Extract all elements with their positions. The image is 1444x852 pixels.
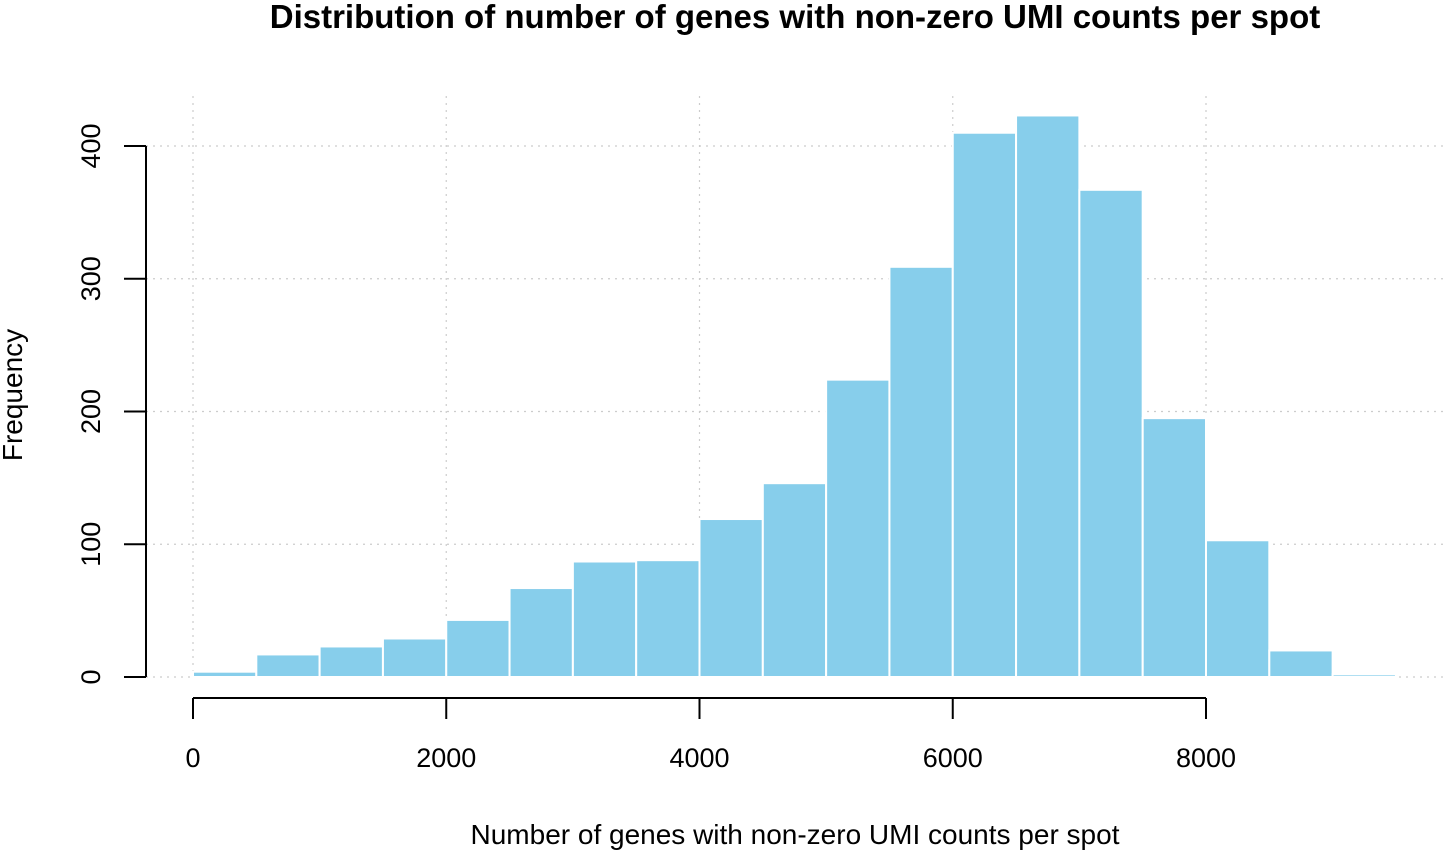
histogram-bar <box>192 670 258 679</box>
y-tick-label: 200 <box>76 389 106 434</box>
x-tick-label: 6000 <box>923 743 983 773</box>
histogram-bar <box>888 265 954 678</box>
y-axis-label: Frequency <box>0 329 28 461</box>
y-tick-label: 100 <box>76 522 106 567</box>
histogram-bar <box>1078 188 1144 678</box>
histogram-bar <box>1141 417 1207 678</box>
x-axis: 0 2000 4000 6000 8000 <box>185 697 1236 773</box>
histogram-bar <box>381 637 448 679</box>
histogram-bar <box>508 587 574 678</box>
x-tick-label: 8000 <box>1176 743 1236 773</box>
x-axis-label: Number of genes with non-zero UMI counts… <box>471 819 1120 850</box>
x-tick-label: 4000 <box>669 743 729 773</box>
histogram-bar <box>571 560 638 679</box>
histogram-bars <box>192 114 1397 679</box>
y-tick-label: 300 <box>76 256 106 301</box>
histogram-bar <box>255 653 321 678</box>
histogram-bar <box>318 645 384 679</box>
histogram-bar <box>1331 673 1397 678</box>
histogram-bar <box>1205 539 1271 679</box>
x-tick-label: 2000 <box>416 743 476 773</box>
histogram-bar <box>445 618 511 678</box>
histogram-bar <box>1015 114 1081 678</box>
y-tick-label: 0 <box>76 669 106 684</box>
chart-title: Distribution of number of genes with non… <box>270 0 1320 35</box>
y-axis: 0 100 200 300 400 <box>76 123 147 685</box>
x-tick-label: 0 <box>185 743 200 773</box>
histogram-bar <box>951 131 1018 679</box>
histogram-bar <box>1268 649 1334 679</box>
histogram-bar <box>698 518 764 679</box>
histogram-bar <box>761 482 828 678</box>
y-tick-label: 400 <box>76 123 106 168</box>
histogram-bar <box>635 559 701 678</box>
histogram-bar <box>825 378 891 678</box>
